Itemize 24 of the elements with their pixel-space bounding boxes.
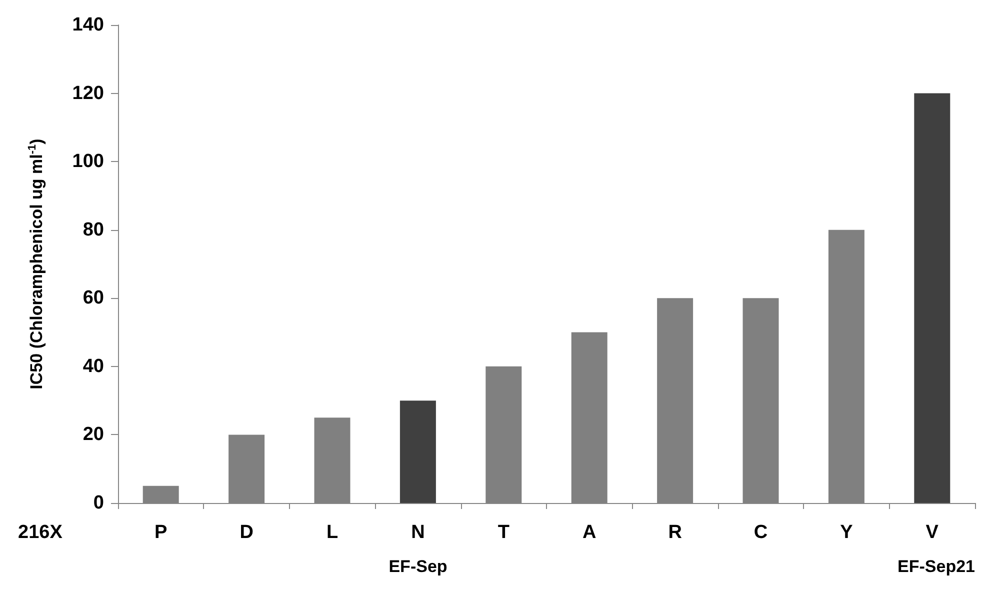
y-tick-label: 80 (82, 219, 104, 240)
x-tick-label: Y (840, 522, 854, 543)
y-tick-label: 40 (82, 356, 104, 377)
y-tick-label: 140 (72, 14, 104, 36)
text: 216X (18, 522, 63, 543)
x-tick-label: N (411, 522, 425, 543)
x-tick-label: L (326, 522, 338, 543)
bar (400, 400, 436, 503)
x-tick-label: V (926, 522, 939, 543)
x-tick-label: C (754, 522, 768, 543)
x-tick-label: A (582, 522, 596, 543)
x-tick-label: P (154, 522, 168, 543)
y-tick-label: 0 (93, 492, 104, 514)
y-tick-label: 100 (72, 151, 104, 172)
x-tick-label: R (668, 522, 682, 543)
y-tick-label: 60 (82, 288, 104, 309)
text: EF-Sep (388, 557, 448, 576)
bar (914, 93, 950, 503)
text: EF-Sep21 (898, 557, 975, 576)
y-tick-label: 120 (72, 82, 104, 104)
y-tick-label: 20 (82, 424, 104, 446)
y-axis-title: IC50 (Chloramphenicol ug ml-1) (26, 138, 46, 390)
x-tick-label: T (498, 522, 510, 543)
x-tick-label: D (240, 522, 254, 543)
